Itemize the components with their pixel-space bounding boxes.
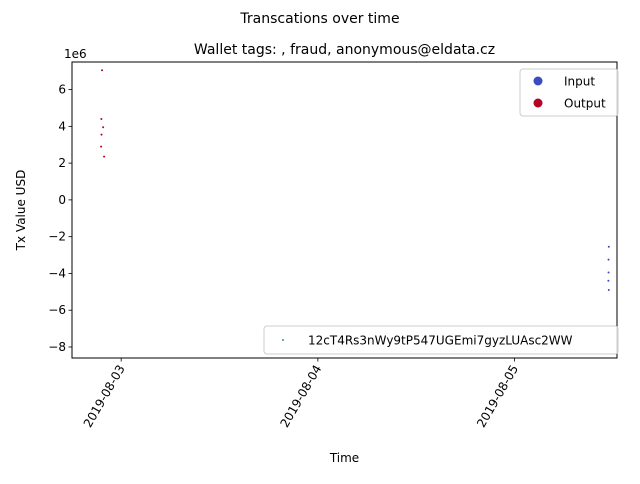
y-axis-offset-label: 1e6 (64, 47, 87, 61)
address-legend: 12cT4Rs3nWy9tP547UGEmi7gyzLUAsc2WW (263, 325, 619, 355)
data-point-input (607, 288, 610, 291)
data-point-output (103, 155, 106, 158)
y-tick-label: −6 (48, 303, 66, 317)
data-point-output (102, 126, 105, 129)
color-legend-frame (519, 68, 619, 117)
legend-address-marker (282, 339, 284, 341)
y-tick-label: −8 (48, 340, 66, 354)
chart-suptitle: Transcations over time (239, 11, 399, 27)
legend-input-label: Input (564, 75, 595, 89)
y-tick-label: −4 (48, 266, 66, 280)
legend-address-label: 12cT4Rs3nWy9tP547UGEmi7gyzLUAsc2WW (308, 334, 573, 348)
x-tick-label: 2019-08-05 (474, 363, 521, 430)
y-axis-ticks: −8 −6 −4 −2 0 2 4 6 (48, 83, 72, 354)
data-point-output (101, 69, 104, 72)
legend-output-label: Output (564, 97, 606, 111)
legend-output-marker (533, 98, 543, 108)
y-tick-label: 6 (58, 83, 66, 97)
x-tick-label: 2019-08-03 (81, 363, 128, 430)
data-point-output (100, 133, 103, 136)
data-point-output (100, 145, 103, 148)
color-legend: Input Output (519, 68, 619, 117)
address-legend-frame (263, 325, 619, 355)
data-point-output (100, 117, 103, 120)
x-tick-label: 2019-08-04 (277, 363, 324, 430)
y-tick-label: 2 (58, 156, 66, 170)
x-axis-label: Time (329, 451, 359, 465)
y-tick-label: −2 (48, 230, 66, 244)
data-point-input (607, 271, 610, 274)
chart-title: Wallet tags: , fraud, anonymous@eldata.c… (194, 42, 495, 58)
data-point-input (607, 258, 610, 261)
y-axis-label: Tx Value USD (14, 170, 28, 252)
y-tick-label: 4 (58, 119, 66, 133)
data-point-input (607, 279, 610, 282)
x-axis-ticks: 2019-08-03 2019-08-04 2019-08-05 (81, 358, 521, 430)
data-point-input (607, 245, 610, 248)
y-tick-label: 0 (58, 193, 66, 207)
legend-input-marker (533, 76, 543, 86)
data-points (100, 69, 610, 291)
